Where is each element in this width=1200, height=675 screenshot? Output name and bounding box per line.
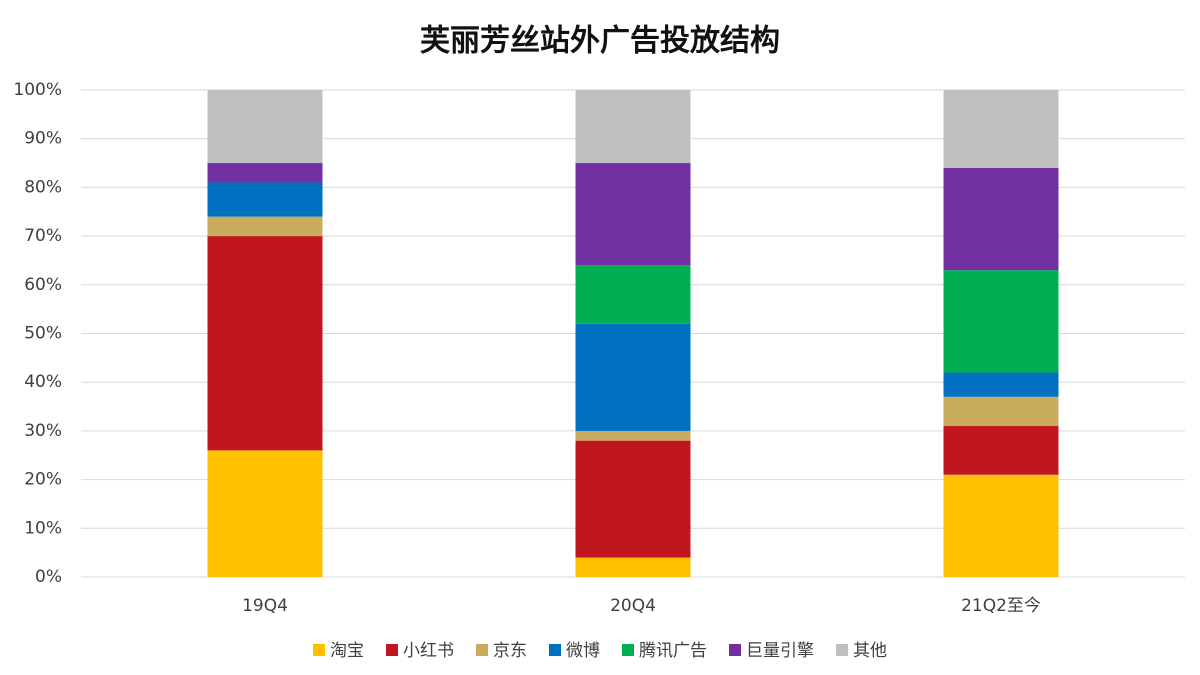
y-tick-label: 20% bbox=[24, 470, 62, 490]
y-tick-label: 80% bbox=[24, 177, 62, 197]
y-tick-label: 40% bbox=[24, 372, 62, 392]
legend-label: 其他 bbox=[853, 641, 887, 661]
bar-segment bbox=[575, 323, 691, 431]
bar-segment bbox=[943, 167, 1059, 271]
bar-segment bbox=[207, 163, 323, 183]
bar-segment bbox=[943, 474, 1059, 577]
chart-title: 芙丽芳丝站外广告投放结构 bbox=[420, 24, 780, 59]
legend-swatch bbox=[549, 644, 561, 656]
legend-label: 京东 bbox=[493, 641, 527, 661]
legend-label: 腾讯广告 bbox=[639, 641, 707, 661]
bar-segment bbox=[575, 440, 691, 558]
legend-swatch bbox=[622, 644, 634, 656]
legend-swatch bbox=[313, 644, 325, 656]
x-tick-label: 20Q4 bbox=[610, 596, 656, 616]
legend-swatch bbox=[386, 644, 398, 656]
y-tick-label: 50% bbox=[24, 324, 62, 344]
legend-label: 巨量引擎 bbox=[746, 641, 814, 661]
x-tick-label: 19Q4 bbox=[242, 596, 288, 616]
bar-segment bbox=[207, 182, 323, 217]
bar-segment bbox=[575, 163, 691, 266]
legend-swatch bbox=[729, 644, 741, 656]
bar-segment bbox=[207, 450, 323, 577]
bar-segment bbox=[943, 90, 1059, 168]
legend: 淘宝 小红书 京东 微博 腾讯广告 巨量引擎 其他 bbox=[313, 641, 887, 661]
bar-segment bbox=[207, 216, 323, 237]
bar-segment bbox=[575, 90, 691, 164]
legend-label: 微博 bbox=[566, 641, 600, 661]
y-tick-label: 60% bbox=[24, 275, 62, 295]
y-tick-label: 0% bbox=[35, 567, 62, 587]
bar-segment bbox=[943, 270, 1059, 373]
bar-segment bbox=[207, 90, 323, 164]
x-tick-label: 21Q2至今 bbox=[961, 596, 1041, 616]
bar-segment bbox=[575, 430, 691, 441]
y-tick-label: 10% bbox=[24, 518, 62, 538]
bar-segment bbox=[943, 396, 1059, 427]
bar-segment bbox=[943, 372, 1059, 397]
legend-label: 小红书 bbox=[403, 641, 454, 661]
y-tick-label: 90% bbox=[24, 129, 62, 149]
legend-label: 淘宝 bbox=[330, 641, 364, 661]
y-tick-label: 100% bbox=[13, 80, 62, 100]
bar-segment bbox=[207, 236, 323, 451]
bar-segment bbox=[575, 265, 691, 324]
bar-segment bbox=[943, 426, 1059, 475]
y-tick-label: 70% bbox=[24, 226, 62, 246]
y-tick-label: 30% bbox=[24, 421, 62, 441]
bar-segment bbox=[575, 557, 691, 577]
legend-swatch bbox=[836, 644, 848, 656]
legend-swatch bbox=[476, 644, 488, 656]
